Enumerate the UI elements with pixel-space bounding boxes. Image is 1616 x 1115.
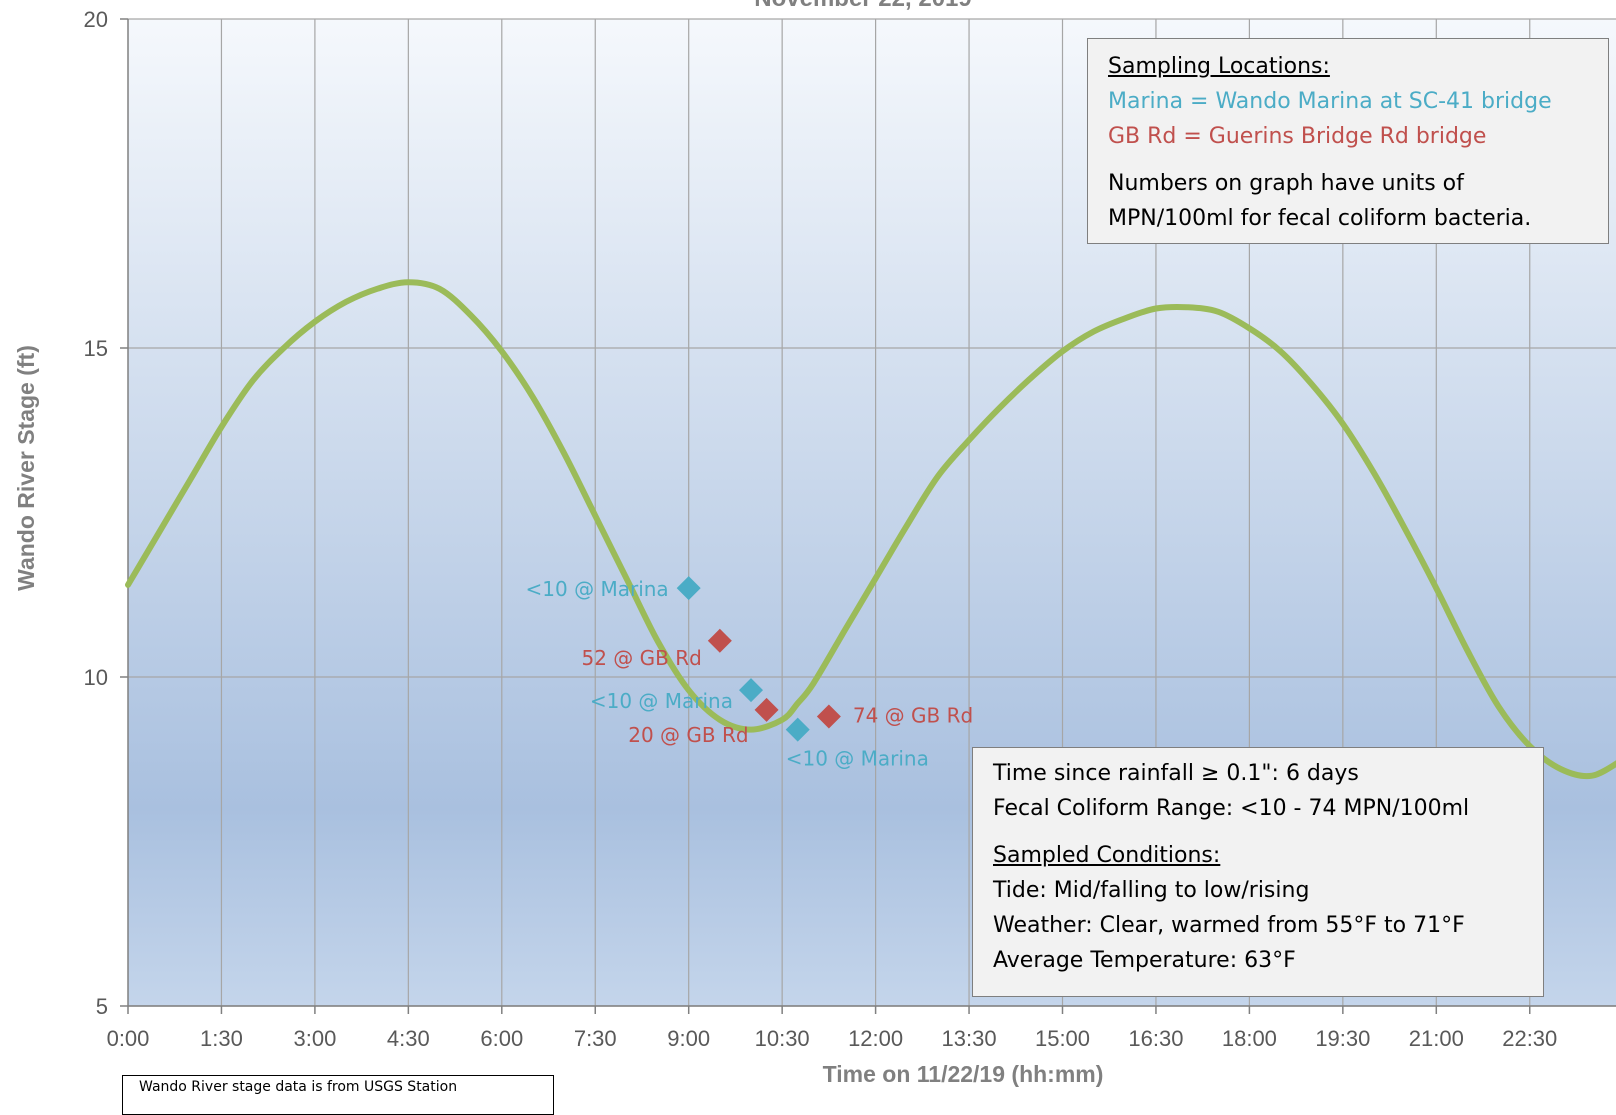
sample-label: <10 @ Marina — [526, 577, 669, 601]
x-tick-label: 16:30 — [1128, 1026, 1183, 1051]
units-note-line2: MPN/100ml for fecal coliform bacteria. — [1108, 206, 1532, 231]
weather-text: Weather: Clear, warmed from 55°F to 71°F — [993, 913, 1465, 938]
source-note: Wando River stage data is from USGS Stat… — [122, 1075, 554, 1115]
x-tick-label: 10:30 — [755, 1026, 810, 1051]
legend-gbrd: GB Rd = Guerins Bridge Rd bridge — [1108, 124, 1487, 149]
y-tick-label: 15 — [84, 336, 108, 361]
sample-marker-gbrd — [816, 704, 841, 729]
sample-label: 20 @ GB Rd — [628, 723, 748, 747]
avg-temp-text: Average Temperature: 63°F — [993, 948, 1296, 973]
x-tick-label: 21:00 — [1409, 1026, 1464, 1051]
series-line-wando-river-stage — [125, 279, 1616, 780]
y-tick-label: 20 — [84, 7, 108, 32]
sample-marker-marina — [785, 717, 810, 742]
sample-marker-marina — [676, 576, 701, 601]
y-axis-title: Wando River Stage (ft) — [13, 345, 39, 591]
sample-markers: <10 @ Marina 52 @ GB Rd <10 @ Marina 20 @ G… — [526, 576, 973, 771]
conditions-heading: Sampled Conditions: — [993, 843, 1221, 868]
sample-marker-gbrd — [707, 628, 732, 653]
x-tick-labels: 0:00 1:30 3:00 4:30 6:00 7:30 9:00 10:30 12:00 13… — [107, 1006, 1557, 1051]
sample-label: <10 @ Marina — [590, 689, 733, 713]
sample-label: 52 @ GB Rd — [582, 646, 702, 670]
y-tick-labels: 5 10 15 20 — [84, 7, 128, 1019]
x-tick-label: 15:00 — [1035, 1026, 1090, 1051]
sampling-locations-box: Sampling Locations: Marina = Wando Marin… — [1087, 38, 1609, 244]
coliform-range-text: Fecal Coliform Range: <10 - 74 MPN/100ml — [993, 796, 1470, 821]
sample-label: <10 @ Marina — [786, 747, 929, 771]
x-axis-title: Time on 11/22/19 (hh:mm) — [823, 1061, 1104, 1087]
tide-text: Tide: Mid/falling to low/rising — [993, 878, 1310, 903]
x-tick-label: 7:30 — [574, 1026, 617, 1051]
units-note-line1: Numbers on graph have units of — [1108, 171, 1464, 196]
sample-marker-gbrd — [754, 697, 779, 722]
x-tick-label: 4:30 — [387, 1026, 430, 1051]
sample-label: 74 @ GB Rd — [853, 703, 973, 727]
rainfall-text: Time since rainfall ≥ 0.1": 6 days — [993, 761, 1359, 786]
y-tick-label: 5 — [96, 994, 108, 1019]
sampled-conditions-box: Time since rainfall ≥ 0.1": 6 days Fecal… — [972, 747, 1544, 997]
sample-marker-marina — [739, 678, 763, 703]
x-tick-label: 6:00 — [480, 1026, 523, 1051]
legend-marina: Marina = Wando Marina at SC-41 bridge — [1108, 89, 1552, 114]
legend-heading: Sampling Locations: — [1108, 54, 1330, 79]
x-tick-label: 3:00 — [293, 1026, 336, 1051]
x-tick-label: 19:30 — [1315, 1026, 1370, 1051]
chart-title: November 22, 2019 — [754, 0, 971, 12]
x-tick-label: 0:00 — [107, 1026, 150, 1051]
x-tick-label: 9:00 — [667, 1026, 710, 1051]
y-tick-label: 10 — [84, 665, 108, 690]
x-tick-label: 22:30 — [1502, 1026, 1557, 1051]
x-tick-label: 12:00 — [848, 1026, 903, 1051]
x-tick-label: 1:30 — [200, 1026, 243, 1051]
x-tick-label: 18:00 — [1222, 1026, 1277, 1051]
x-tick-label: 13:30 — [942, 1026, 997, 1051]
